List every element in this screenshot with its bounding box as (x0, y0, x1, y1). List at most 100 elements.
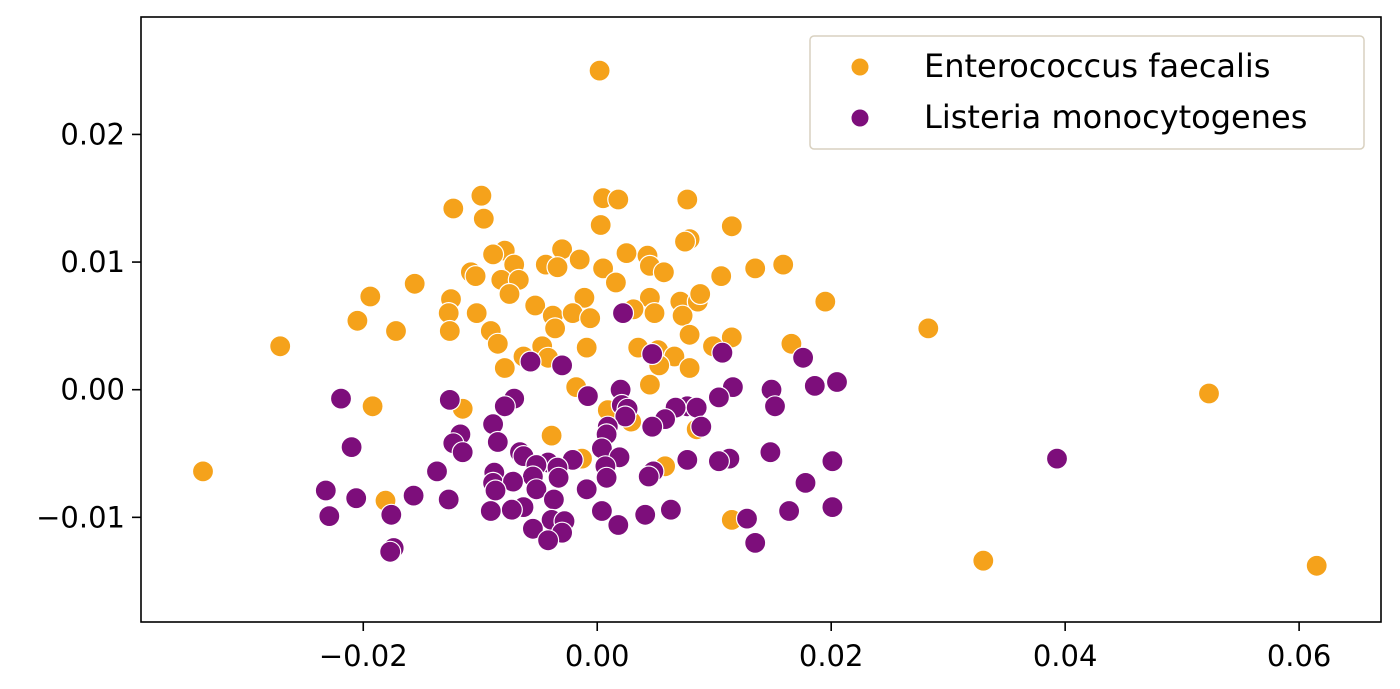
x-tick-label: 0.06 (1267, 639, 1332, 673)
scatter-point (611, 302, 635, 325)
legend: Enterococcus faecalis Listeria monocytog… (809, 35, 1365, 150)
data-points (191, 59, 1328, 577)
scatter-point (403, 272, 426, 295)
scatter-point (676, 188, 699, 211)
scatter-point (759, 441, 782, 464)
x-tick-label: 0.00 (565, 639, 630, 673)
scatter-point (777, 499, 801, 523)
scatter-point (821, 450, 844, 473)
scatter-point (710, 265, 733, 288)
scatter-point (607, 513, 630, 537)
scatter-point (711, 341, 734, 364)
y-tick-label: −0.01 (36, 500, 125, 534)
scatter-point (575, 478, 598, 501)
scatter-point (652, 261, 676, 284)
scatter-point (772, 253, 795, 276)
scatter-point (607, 188, 630, 211)
scatter-point (543, 317, 567, 340)
scatter-point (379, 540, 402, 563)
scatter-point (638, 373, 662, 396)
legend-label-enterococcus: Enterococcus faecalis (924, 47, 1270, 85)
scatter-point (917, 317, 940, 340)
scatter-point (437, 488, 460, 511)
x-tick-label: 0.02 (799, 639, 864, 673)
scatter-point (451, 441, 474, 464)
scatter-point (1045, 447, 1069, 470)
scatter-point (814, 290, 837, 313)
scatter-point (641, 342, 664, 366)
scatter-point (345, 487, 368, 510)
plot-frame (140, 16, 1382, 623)
scatter-point (685, 396, 708, 419)
scatter-point (588, 59, 611, 82)
scatter-point (1197, 382, 1221, 405)
scatter-point (498, 282, 521, 306)
legend-marker-enterococcus (850, 57, 870, 77)
scatter-point (641, 415, 664, 438)
scatter-point (486, 332, 509, 355)
scatter-point (659, 498, 683, 521)
scatter-point (442, 197, 465, 220)
scatter-point (465, 302, 488, 325)
scatter-point (540, 424, 563, 447)
scatter-point (690, 415, 713, 438)
scatter-point (470, 184, 493, 207)
scatter-point (595, 466, 618, 489)
scatter-point (576, 385, 600, 408)
scatter-point (519, 350, 542, 373)
scatter-point (589, 213, 612, 237)
scatter-point (464, 265, 487, 288)
scatter-point (575, 336, 598, 359)
scatter-point (678, 323, 701, 346)
scatter-point (524, 294, 547, 317)
scatter-point (269, 335, 292, 358)
series-enterococcus-faecalis (191, 59, 1328, 577)
legend-marker-listeria (850, 108, 870, 128)
scatter-point (501, 470, 525, 493)
scatter-point (634, 503, 657, 526)
scatter-point (472, 207, 495, 230)
scatter-point (314, 479, 337, 502)
scatter-point (673, 230, 697, 253)
scatter-point (1305, 554, 1328, 577)
scatter-point (547, 466, 570, 489)
scatter-point (438, 388, 461, 411)
legend-box (809, 35, 1365, 150)
scatter-point (803, 374, 826, 397)
scatter-point (744, 257, 767, 280)
scatter-point (590, 499, 614, 523)
scatter-point (671, 304, 694, 327)
scatter-point (380, 503, 403, 526)
scatter-point (735, 507, 759, 530)
scatter-point (604, 271, 628, 294)
scatter-point (550, 354, 574, 377)
scatter-point (359, 285, 382, 308)
scatter-point (821, 496, 844, 519)
scatter-point (579, 307, 602, 330)
scatter-point (707, 386, 731, 409)
scatter-point (637, 465, 660, 488)
scatter-point (493, 395, 516, 418)
scatter-point (689, 282, 712, 306)
y-tick-label: 0.00 (60, 373, 125, 407)
scatter-point (615, 242, 638, 265)
scatter-point (402, 484, 425, 507)
scatter-point (707, 450, 731, 473)
scatter-point (744, 531, 767, 555)
scatter-point (763, 395, 787, 418)
x-tick-label: −0.02 (319, 639, 408, 673)
scatter-point (340, 436, 363, 459)
scatter-point (542, 488, 566, 511)
scatter-point (484, 479, 507, 502)
scatter-point (791, 346, 815, 369)
scatter-point (318, 504, 341, 528)
series-listeria-monocytogenes (314, 302, 1069, 563)
scatter-point (329, 387, 353, 410)
scatter-point (482, 243, 505, 266)
scatter-point (676, 448, 699, 471)
scatter-point (479, 499, 502, 523)
scatter-point (546, 256, 569, 279)
scatter-point (438, 319, 461, 343)
scatter-point (678, 356, 701, 380)
scatter-point (346, 309, 369, 332)
